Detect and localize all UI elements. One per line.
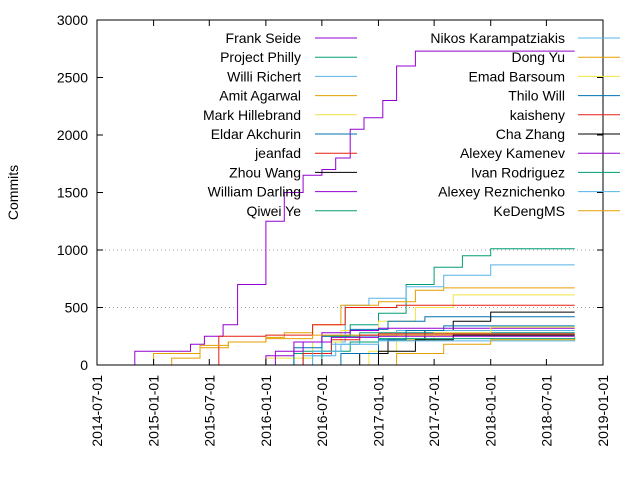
x-tick-label: 2018-07-01 (538, 375, 554, 447)
x-tick-label: 2015-07-01 (201, 375, 217, 447)
legend-label: Amit Agarwal (219, 88, 301, 104)
legend-label: Qiwei Ye (247, 203, 302, 219)
series-line-7 (200, 304, 575, 366)
series-line-3 (284, 264, 575, 366)
x-tick-label: 2019-01-01 (595, 375, 611, 447)
series-line-12 (116, 334, 575, 366)
series-line-1 (129, 50, 575, 366)
series-line-17 (247, 335, 575, 366)
legend-label: Mark Hillebrand (203, 107, 301, 123)
legend-label: Zhou Wang (229, 164, 301, 180)
grid-layer (97, 249, 603, 308)
legend-label: William Darling (208, 184, 301, 200)
y-tick-label: 1000 (57, 242, 88, 258)
series-line-20 (350, 338, 576, 366)
legend-label: Emad Barsoum (469, 68, 565, 84)
series-line-9 (218, 327, 575, 366)
x-tick-label: 2015-01-01 (146, 375, 162, 447)
legend-label: Dong Yu (512, 49, 565, 65)
legend-label: Nikos Karampatziakis (430, 30, 565, 46)
legend-label: Project Philly (220, 49, 301, 65)
legend-label: kaisheny (510, 107, 565, 123)
y-tick-label: 0 (80, 357, 88, 373)
legend-label: Willi Richert (227, 68, 301, 84)
y-tick-label: 3000 (57, 12, 88, 28)
x-tick-label: 2018-01-01 (483, 375, 499, 447)
legend-label: Cha Zhang (496, 126, 565, 142)
series-line-19 (284, 339, 576, 366)
y-tick-label: 2500 (57, 70, 88, 86)
legend: Frank Seide Project Philly Willi Richert Am… (203, 30, 620, 219)
series-line-15 (265, 333, 575, 366)
series-layer (116, 50, 576, 366)
x-tick-label: 2017-07-01 (426, 375, 442, 447)
y-tick-label: 2000 (57, 127, 88, 143)
x-tick-label: 2017-01-01 (370, 375, 386, 447)
series-line-14 (312, 325, 575, 366)
legend-label: Thilo Will (508, 88, 565, 104)
y-tick-label: 500 (65, 300, 89, 316)
legend-label: KeDengMS (493, 203, 565, 219)
x-tick-label: 2016-01-01 (258, 375, 274, 447)
legend-label: jeanfad (254, 145, 301, 161)
axis-layer: 0 500 1000 1500 2000 2500 3000 2014-07-01 2015-0… (57, 12, 611, 447)
y-tick-label: 1500 (57, 185, 88, 201)
legend-label: Alexey Kamenev (460, 145, 565, 161)
y-axis-title: Commits (5, 165, 21, 220)
x-tick-label: 2016-07-01 (314, 375, 330, 447)
legend-label: Eldar Akchurin (211, 126, 301, 142)
legend-label: Alexey Reznichenko (438, 184, 565, 200)
legend-label: Frank Seide (226, 30, 302, 46)
x-tick-label: 2014-07-01 (89, 375, 105, 447)
legend-label: Ivan Rodriguez (471, 164, 565, 180)
